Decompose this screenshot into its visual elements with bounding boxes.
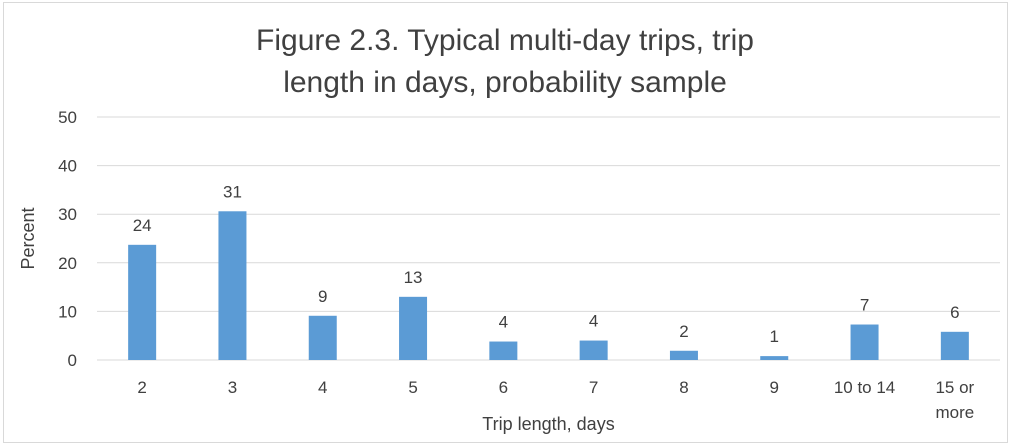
bar: [940, 331, 969, 360]
y-tick-label: 20: [58, 254, 77, 273]
data-label: 9: [318, 287, 327, 306]
x-tick-label: 9: [770, 378, 779, 397]
bar: [489, 341, 518, 360]
data-label: 24: [133, 216, 152, 235]
data-label: 4: [499, 313, 508, 332]
bar: [850, 324, 879, 360]
x-tick-label: 7: [589, 378, 598, 397]
y-tick-label: 50: [58, 108, 77, 127]
bar: [399, 296, 428, 360]
x-tick-label: 3: [228, 378, 237, 397]
bar: [308, 315, 337, 360]
x-tick-label: 2: [137, 378, 146, 397]
x-tick-label: 15 or: [935, 378, 974, 397]
bar: [218, 211, 247, 360]
x-tick-label: 8: [679, 378, 688, 397]
data-label: 4: [589, 312, 598, 331]
data-label: 13: [404, 268, 423, 287]
x-tick-label: 4: [318, 378, 327, 397]
bar: [669, 350, 698, 360]
x-tick-label: more: [935, 403, 974, 422]
y-tick-label: 10: [58, 302, 77, 321]
y-tick-label: 40: [58, 157, 77, 176]
chart-area: [3, 2, 1008, 443]
data-label: 1: [770, 327, 779, 346]
x-tick-label: 6: [499, 378, 508, 397]
x-axis-title: Trip length, days: [482, 414, 614, 434]
data-label: 6: [950, 303, 959, 322]
bar: [760, 356, 789, 360]
chart-title: Figure 2.3. Typical multi-day trips, tri…: [256, 24, 754, 99]
y-axis-title: Percent: [18, 207, 38, 269]
data-label: 2: [679, 322, 688, 341]
x-tick-label: 5: [408, 378, 417, 397]
data-label: 7: [860, 296, 869, 315]
y-tick-label: 0: [68, 351, 77, 370]
bar: [579, 340, 608, 360]
bar: [128, 244, 157, 360]
x-tick-label: 10 to 14: [834, 378, 895, 397]
y-tick-label: 30: [58, 205, 77, 224]
data-label: 31: [223, 182, 242, 201]
